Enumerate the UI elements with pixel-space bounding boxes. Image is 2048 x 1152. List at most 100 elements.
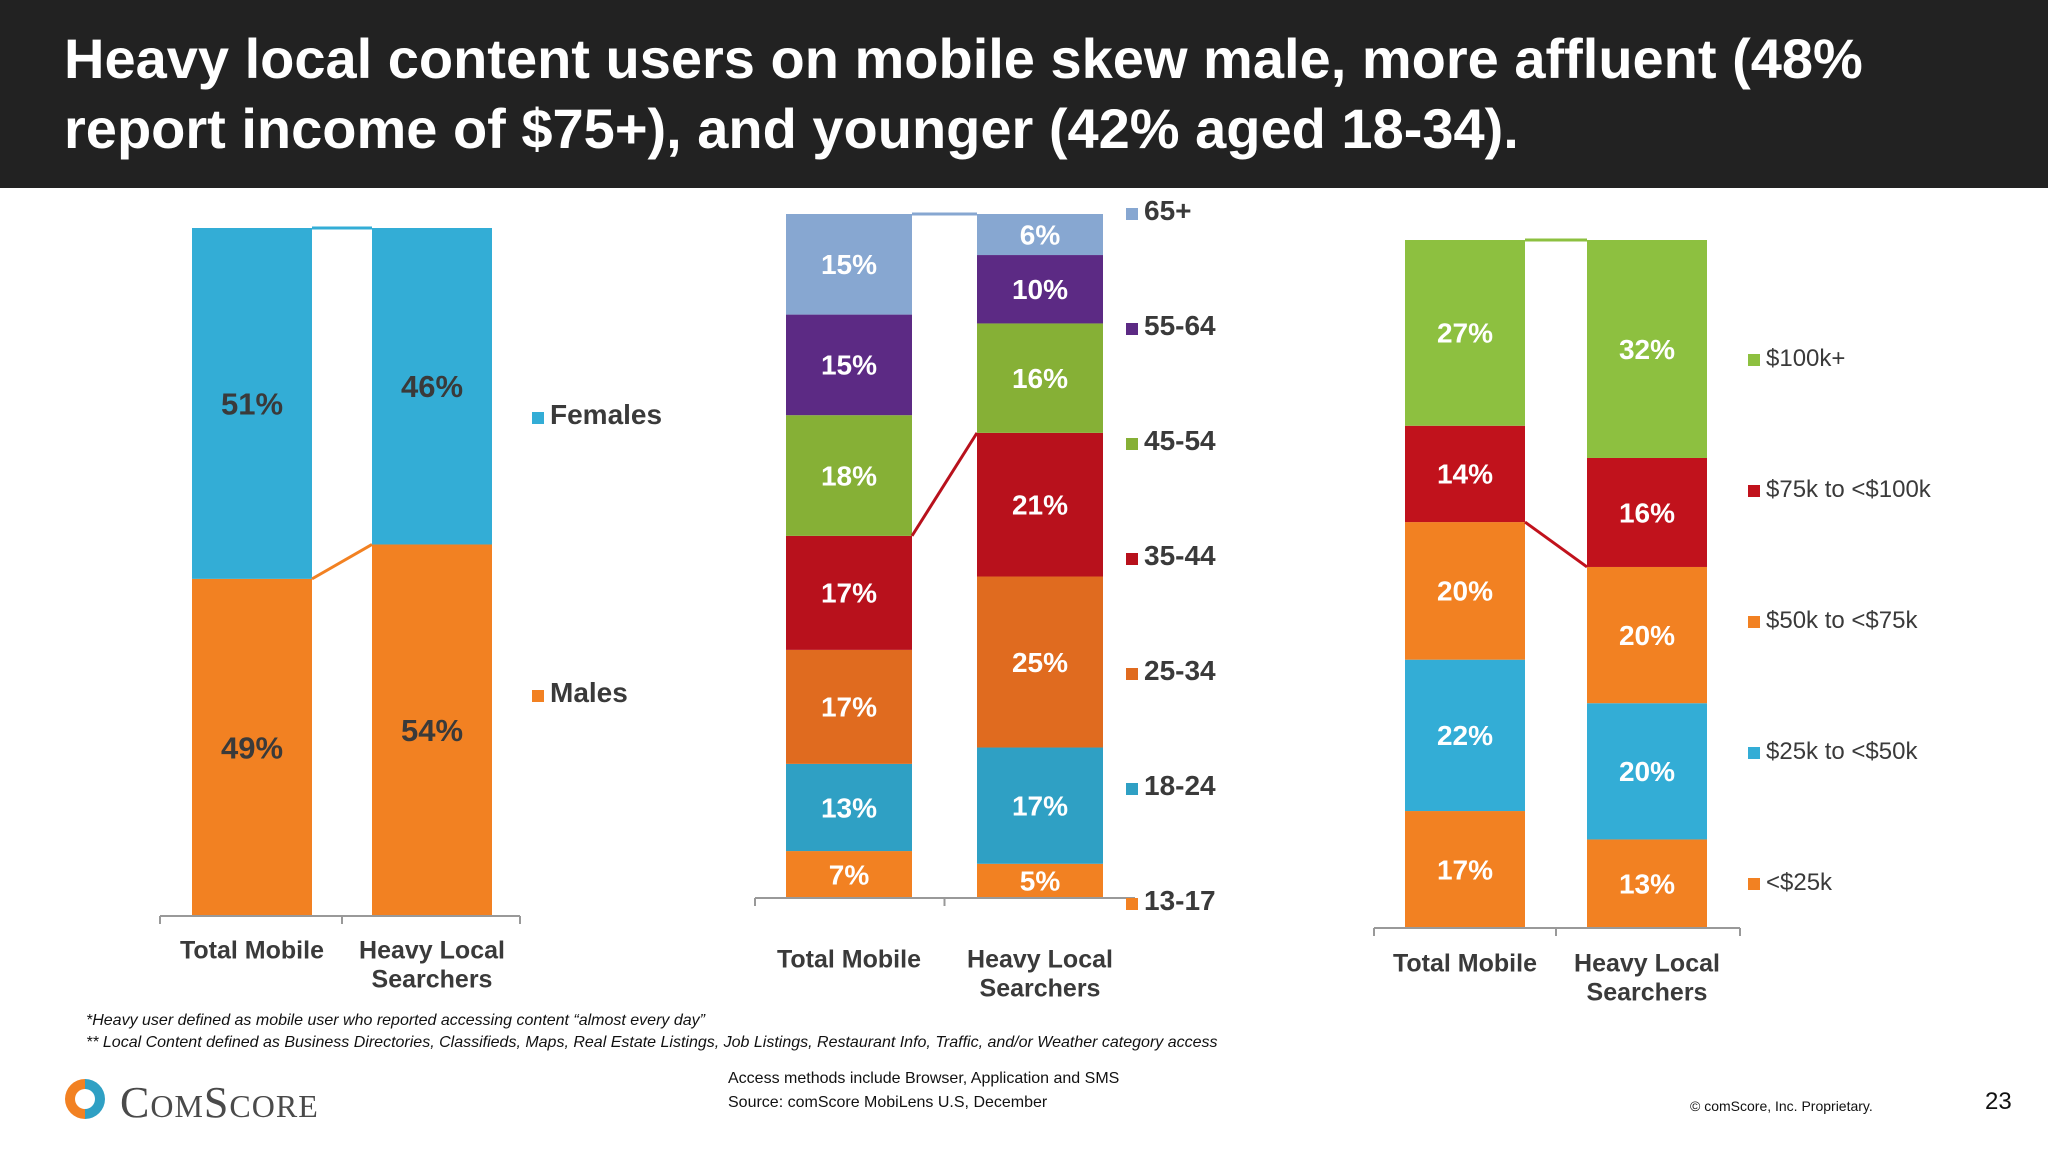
bar-50k-to-75k-heavy-local-searchers xyxy=(1587,566,1707,704)
legend-swatch-25k-to-50k xyxy=(1748,747,1760,759)
access-methods-note: Access methods include Browser, Applicat… xyxy=(728,1070,1120,1087)
bar-100k-heavy-local-searchers xyxy=(1587,240,1707,458)
bar-25-34-total-mobile xyxy=(786,649,912,764)
data-label-100k-heavy-local-searchers: 32% xyxy=(1619,334,1675,365)
bar-25k-to-50k-total-mobile xyxy=(1405,659,1525,812)
data-label-45-54-total-mobile: 18% xyxy=(821,460,877,491)
data-label-25k-to-50k-total-mobile: 22% xyxy=(1437,720,1493,751)
bar-45-54-total-mobile xyxy=(786,415,912,536)
bar-50k-to-75k-total-mobile xyxy=(1405,522,1525,660)
bar-18-24-total-mobile xyxy=(786,763,912,852)
legend-swatch-18-24 xyxy=(1126,783,1138,795)
data-label-55-64-heavy-local-searchers: 10% xyxy=(1012,274,1068,305)
bar-25-34-heavy-local-searchers xyxy=(977,576,1103,748)
footnote-local-content: ** Local Content defined as Business Dir… xyxy=(86,1034,1218,1051)
bar-65-heavy-local-searchers xyxy=(977,214,1103,256)
category-label-heavy-local-searchers-line1: Heavy Local xyxy=(359,937,505,965)
category-label-total-mobile: Total Mobile xyxy=(180,937,324,965)
category-label-total-mobile: Total Mobile xyxy=(1393,950,1537,978)
legend-label-65: 65+ xyxy=(1144,195,1192,226)
legend-swatch-45-54 xyxy=(1126,438,1138,450)
data-label-18-24-heavy-local-searchers: 17% xyxy=(1012,790,1068,821)
bar-females-heavy-local-searchers xyxy=(372,228,492,545)
legend-swatch-females xyxy=(532,412,544,424)
data-label-50k-to-75k-heavy-local-searchers: 20% xyxy=(1619,620,1675,651)
data-label-75k-to-100k-heavy-local-searchers: 16% xyxy=(1619,497,1675,528)
data-label-25k-heavy-local-searchers: 13% xyxy=(1619,869,1675,900)
legend-swatch-75k-to-100k xyxy=(1748,485,1760,497)
data-label-65-total-mobile: 15% xyxy=(821,249,877,280)
legend-swatch-65 xyxy=(1126,208,1138,220)
data-label-100k-total-mobile: 27% xyxy=(1437,318,1493,349)
data-label-25k-to-50k-heavy-local-searchers: 20% xyxy=(1619,756,1675,787)
bar-25k-to-50k-heavy-local-searchers xyxy=(1587,703,1707,840)
bar-75k-to-100k-heavy-local-searchers xyxy=(1587,457,1707,567)
data-label-55-64-total-mobile: 15% xyxy=(821,350,877,381)
bar-75k-to-100k-total-mobile xyxy=(1405,425,1525,523)
legend-swatch-25k xyxy=(1748,878,1760,890)
bar-25k-total-mobile xyxy=(1405,811,1525,928)
data-label-25-34-heavy-local-searchers: 25% xyxy=(1012,647,1068,678)
bar-35-44-heavy-local-searchers xyxy=(977,432,1103,577)
bar-13-17-total-mobile xyxy=(786,851,912,898)
bar-100k-total-mobile xyxy=(1405,240,1525,426)
legend-label-13-17: 13-17 xyxy=(1144,885,1216,916)
legend-label-35-44: 35-44 xyxy=(1144,540,1216,571)
legend-label-25k-to-50k: $25k to <$50k xyxy=(1766,738,1918,765)
category-label-heavy-local-searchers-line1: Heavy Local xyxy=(967,946,1113,974)
bar-13-17-heavy-local-searchers xyxy=(977,863,1103,898)
bar-18-24-heavy-local-searchers xyxy=(977,747,1103,864)
title-bar: Heavy local content users on mobile skew… xyxy=(0,0,2048,188)
legend-swatch-50k-to-75k xyxy=(1748,616,1760,628)
connector-line-mid xyxy=(311,543,373,581)
legend-swatch-100k xyxy=(1748,354,1760,366)
legend-label-25-34: 25-34 xyxy=(1144,655,1216,686)
data-label-13-17-heavy-local-searchers: 5% xyxy=(1020,866,1061,897)
bar-55-64-total-mobile xyxy=(786,314,912,416)
legend-swatch-55-64 xyxy=(1126,323,1138,335)
legend-label-45-54: 45-54 xyxy=(1144,425,1216,456)
data-label-13-17-total-mobile: 7% xyxy=(829,859,870,890)
bar-45-54-heavy-local-searchers xyxy=(977,323,1103,433)
legend-label-females: Females xyxy=(550,399,662,430)
legend-label-25k: <$25k xyxy=(1766,869,1833,896)
bar-65-total-mobile xyxy=(786,214,912,315)
bar-males-heavy-local-searchers xyxy=(372,544,492,916)
legend-label-18-24: 18-24 xyxy=(1144,770,1216,801)
category-label-heavy-local-searchers-line2: Searchers xyxy=(1587,979,1708,1007)
bar-25k-heavy-local-searchers xyxy=(1587,839,1707,928)
category-label-total-mobile: Total Mobile xyxy=(777,946,921,974)
comscore-logo-icon xyxy=(62,1076,108,1127)
legend-label-50k-to-75k: $50k to <$75k xyxy=(1766,607,1918,634)
bar-35-44-total-mobile xyxy=(786,535,912,650)
data-label-18-24-total-mobile: 13% xyxy=(821,792,877,823)
legend-swatch-35-44 xyxy=(1126,553,1138,565)
bar-55-64-heavy-local-searchers xyxy=(977,255,1103,324)
legend-swatch-males xyxy=(532,690,544,702)
legend-label-100k: $100k+ xyxy=(1766,345,1845,372)
data-label-35-44-total-mobile: 17% xyxy=(821,578,877,609)
data-label-35-44-heavy-local-searchers: 21% xyxy=(1012,490,1068,521)
bar-females-total-mobile xyxy=(192,228,312,579)
legend-swatch-13-17 xyxy=(1126,898,1138,910)
data-label-75k-to-100k-total-mobile: 14% xyxy=(1437,459,1493,490)
data-label-45-54-heavy-local-searchers: 16% xyxy=(1012,363,1068,394)
charts-area: 49%51%54%46%Total Mobile Heavy LocalSearc… xyxy=(159,195,1932,1007)
data-label-males-heavy-local-searchers: 54% xyxy=(401,713,463,748)
data-label-25-34-total-mobile: 17% xyxy=(821,692,877,723)
connector-line-mid xyxy=(910,432,979,537)
copyright: © comScore, Inc. Proprietary. xyxy=(1690,1098,1873,1114)
page-number: 23 xyxy=(1985,1088,2012,1115)
legend-label-males: Males xyxy=(550,677,628,708)
data-label-males-total-mobile: 49% xyxy=(221,730,283,765)
source-note: Source: comScore MobiLens U.S, December xyxy=(728,1094,1048,1111)
data-label-50k-to-75k-total-mobile: 20% xyxy=(1437,576,1493,607)
legend-label-55-64: 55-64 xyxy=(1144,310,1216,341)
data-label-25k-total-mobile: 17% xyxy=(1437,854,1493,885)
footnote-heavy-user: *Heavy user defined as mobile user who r… xyxy=(86,1012,705,1029)
category-label-heavy-local-searchers-line2: Searchers xyxy=(980,975,1101,1003)
slide-title: Heavy local content users on mobile skew… xyxy=(64,27,1863,160)
category-label-heavy-local-searchers-line2: Searchers xyxy=(372,966,493,994)
comscore-logo-text: COMSCORE xyxy=(120,1078,319,1127)
data-label-65-heavy-local-searchers: 6% xyxy=(1020,219,1061,250)
